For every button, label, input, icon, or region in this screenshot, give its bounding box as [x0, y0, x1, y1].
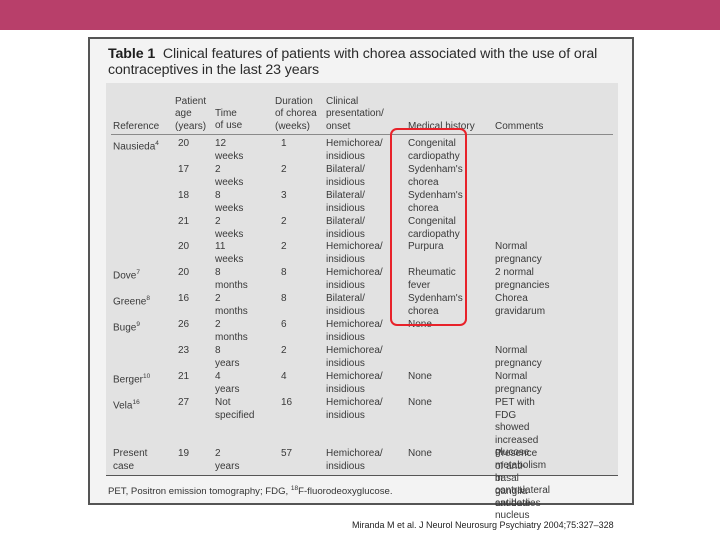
cell-reference: Dove7 — [113, 269, 140, 282]
cell-time: 11 weeks — [215, 241, 244, 265]
header-presentation: Clinical presentation/ onset — [326, 96, 384, 132]
header-comments: Comments — [495, 121, 544, 132]
cell-age: 21 — [178, 371, 190, 382]
cell-reference: Greene8 — [113, 295, 150, 308]
cell-history: Sydenham's chorea — [408, 190, 463, 214]
cell-history: Sydenham's chorea — [408, 293, 463, 317]
cell-duration: 2 — [281, 164, 287, 175]
table-title: Table 1 Clinical features of patients wi… — [108, 46, 628, 78]
footer-rule — [106, 475, 618, 476]
cell-history: None — [408, 448, 432, 459]
cell-time: 4 years — [215, 371, 240, 395]
medical-history-highlight-box — [390, 128, 467, 326]
header-age: Patient age (years) — [175, 96, 207, 132]
cell-age: 23 — [178, 345, 190, 356]
cell-time: 2 months — [215, 293, 248, 317]
cell-age: 16 — [178, 293, 190, 304]
cell-time: 12 weeks — [215, 138, 244, 162]
cell-age: 17 — [178, 164, 190, 175]
table-caption: Clinical features of patients with chore… — [108, 46, 598, 78]
cell-history: Sydenham's chorea — [408, 164, 463, 188]
cell-comments: Normal pregnancy — [495, 371, 542, 395]
cell-comments: 2 normal pregnancies — [495, 267, 550, 291]
cell-duration: 16 — [281, 397, 293, 408]
reference-superscript: 16 — [132, 399, 140, 406]
cell-comments: Normal pregnancy — [495, 241, 542, 265]
cell-time: 8 weeks — [215, 190, 244, 214]
footnote-superscript: 18 — [290, 485, 299, 492]
cell-reference: Nausieda4 — [113, 140, 159, 153]
reference-superscript: 4 — [155, 140, 159, 147]
cell-comments: Chorea gravidarum — [495, 293, 546, 317]
header-reference: Reference — [113, 121, 160, 132]
cell-presentation: Hemichorea/ insidious — [326, 267, 383, 291]
reference-superscript: 7 — [136, 269, 140, 276]
cell-comments: Presence of anti-basal ganglia antibodie… — [495, 448, 541, 510]
reference-superscript: 8 — [146, 295, 150, 302]
cell-time: 8 months — [215, 267, 248, 291]
cell-reference: Vela16 — [113, 399, 140, 412]
cell-presentation: Bilateral/ insidious — [326, 190, 365, 214]
cell-reference: Present case — [113, 448, 148, 472]
cell-history: Rheumatic fever — [408, 267, 456, 291]
cell-presentation: Hemichorea/ insidious — [326, 371, 383, 395]
header-duration: Duration of chorea (weeks) — [275, 96, 317, 132]
cell-duration: 2 — [281, 345, 287, 356]
citation: Miranda M et al. J Neurol Neurosurg Psyc… — [352, 520, 614, 530]
cell-duration: 6 — [281, 319, 287, 330]
data-table: Reference Patient age (years) Time of us… — [106, 83, 618, 521]
cell-presentation: Hemichorea/ insidious — [326, 448, 383, 472]
cell-time: 2 weeks — [215, 216, 244, 240]
header-time: Time of use — [215, 108, 243, 132]
cell-duration: 1 — [281, 138, 287, 149]
cell-comments: PET with FDG showed increased glucose me… — [495, 397, 551, 522]
reference-superscript: 9 — [136, 321, 140, 328]
cell-age: 27 — [178, 397, 190, 408]
cell-time: 8 years — [215, 345, 240, 369]
cell-presentation: Hemichorea/ insidious — [326, 345, 383, 369]
top-banner — [0, 0, 720, 30]
cell-time: 2 years — [215, 448, 240, 472]
cell-duration: 8 — [281, 267, 287, 278]
table-footnote: PET, Positron emission tomography; FDG, … — [108, 485, 628, 497]
header-history: Medical history — [408, 121, 475, 132]
cell-duration: 57 — [281, 448, 293, 459]
cell-history: Congenital cardiopathy — [408, 138, 460, 162]
cell-presentation: Bilateral/ insidious — [326, 164, 365, 188]
cell-age: 18 — [178, 190, 190, 201]
cell-age: 21 — [178, 216, 190, 227]
cell-reference: Buge9 — [113, 321, 140, 334]
cell-history: Congenital cardiopathy — [408, 216, 460, 240]
table-number: Table 1 — [108, 46, 156, 62]
cell-history: Purpura — [408, 241, 444, 252]
cell-age: 26 — [178, 319, 190, 330]
cell-presentation: Hemichorea/ insidious — [326, 241, 383, 265]
cell-duration: 8 — [281, 293, 287, 304]
cell-time: Not specified — [215, 397, 255, 421]
cell-history: None — [408, 371, 432, 382]
cell-presentation: Hemichorea/ insidious — [326, 397, 383, 421]
table-figure: Table 1 Clinical features of patients wi… — [88, 37, 634, 521]
cell-age: 20 — [178, 241, 190, 252]
cell-age: 20 — [178, 267, 190, 278]
cell-presentation: Hemichorea/ insidious — [326, 319, 383, 343]
cell-duration: 2 — [281, 241, 287, 252]
cell-duration: 2 — [281, 216, 287, 227]
cell-time: 2 months — [215, 319, 248, 343]
cell-presentation: Bilateral/ insidious — [326, 216, 365, 240]
cell-time: 2 weeks — [215, 164, 244, 188]
footnote-text-2: F-fluorodeoxyglucose. — [298, 486, 393, 498]
cell-duration: 4 — [281, 371, 287, 382]
cell-age: 20 — [178, 138, 190, 149]
header-rule — [111, 134, 613, 135]
footnote-text-1: PET, Positron emission tomography; FDG, — [108, 486, 291, 498]
reference-superscript: 10 — [143, 373, 151, 380]
cell-history: None — [408, 397, 432, 408]
cell-presentation: Hemichorea/ insidious — [326, 138, 383, 162]
cell-duration: 3 — [281, 190, 287, 201]
cell-presentation: Bilateral/ insidious — [326, 293, 365, 317]
cell-comments: Normal pregnancy — [495, 345, 542, 369]
cell-reference: Berger10 — [113, 373, 151, 386]
cell-age: 19 — [178, 448, 190, 459]
